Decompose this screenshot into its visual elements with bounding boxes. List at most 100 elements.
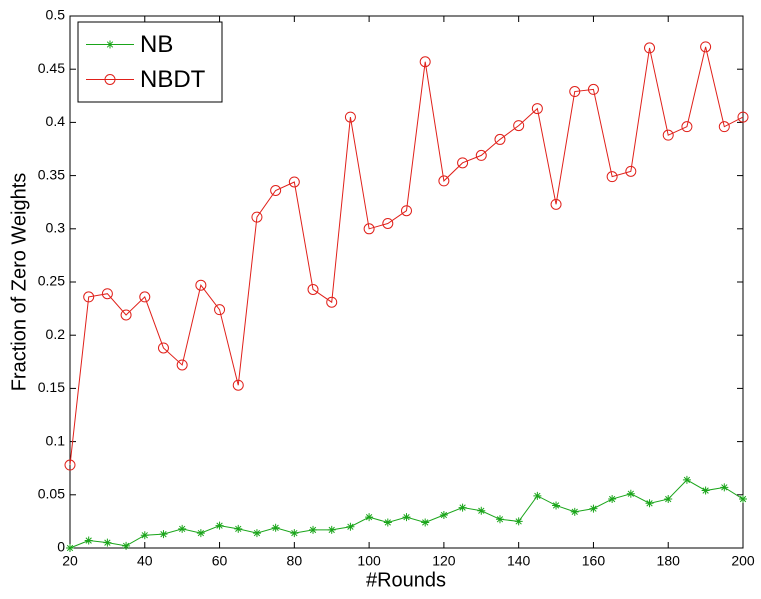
data-point [103, 538, 112, 547]
y-tick-label: 0.1 [46, 432, 66, 448]
x-tick-label: 40 [137, 553, 153, 569]
data-point [346, 522, 355, 531]
data-point [720, 483, 729, 492]
data-point [383, 518, 392, 527]
data-point [120, 309, 132, 321]
data-point [252, 529, 261, 538]
data-point [570, 507, 579, 516]
data-point [215, 521, 224, 530]
data-point [419, 56, 431, 68]
data-point [66, 544, 74, 552]
data-point [513, 120, 525, 132]
legend-marker [104, 74, 116, 85]
data-point [606, 171, 618, 183]
x-tick-label: 100 [357, 553, 381, 569]
data-point [232, 379, 244, 391]
data-point [718, 121, 730, 133]
data-point [644, 42, 656, 54]
data-point [458, 503, 467, 512]
data-point [84, 536, 93, 545]
data-point [457, 157, 469, 169]
data-point [83, 291, 95, 303]
data-point [122, 541, 131, 550]
data-point [681, 121, 693, 133]
series-line [69, 46, 744, 466]
x-tick-label: 120 [432, 553, 456, 569]
data-point [159, 530, 168, 539]
data-point [439, 511, 448, 520]
data-point [645, 499, 654, 508]
data-point [309, 525, 318, 534]
x-tick-label: 20 [62, 553, 78, 569]
y-tick-label: 0.2 [46, 326, 66, 342]
y-axis-label: Fraction of Zero Weights [8, 173, 30, 392]
data-point [438, 175, 450, 187]
data-point [531, 103, 543, 115]
data-point [682, 475, 691, 484]
data-point [270, 184, 282, 196]
x-tick-label: 200 [731, 553, 755, 569]
data-point [477, 506, 486, 515]
data-point [251, 211, 263, 223]
y-tick-label: 0 [57, 539, 65, 555]
x-tick-label: 160 [582, 553, 606, 569]
data-point [421, 518, 430, 527]
data-point [589, 504, 598, 513]
data-point [494, 133, 506, 145]
data-point [625, 165, 637, 177]
y-tick-label: 0.45 [38, 60, 65, 76]
data-point [307, 283, 319, 295]
y-tick-label: 0.05 [38, 486, 65, 502]
data-point [662, 129, 674, 141]
data-point [195, 279, 207, 291]
data-point [401, 205, 412, 217]
data-point [608, 495, 617, 504]
data-point [402, 513, 411, 522]
y-tick-label: 0.5 [46, 7, 66, 23]
data-point [326, 296, 338, 308]
data-point [363, 223, 375, 235]
data-point [176, 359, 188, 371]
data-point [587, 83, 599, 95]
data-point [533, 491, 542, 500]
x-tick-label: 140 [507, 553, 531, 569]
y-tick-label: 0.3 [46, 220, 66, 236]
data-point [196, 529, 205, 538]
data-point [288, 176, 300, 188]
legend-label: NBDT [140, 66, 206, 93]
data-point [344, 111, 356, 123]
data-point [327, 525, 336, 534]
y-tick-label: 0.25 [38, 273, 65, 289]
legend-label: NB [140, 31, 173, 58]
x-tick-label: 60 [212, 553, 228, 569]
data-point [552, 501, 561, 510]
data-point [139, 291, 151, 303]
data-point [140, 531, 149, 540]
data-point [626, 489, 635, 498]
data-point [475, 149, 487, 161]
data-point [569, 86, 581, 98]
data-point [700, 41, 712, 53]
data-point [737, 111, 749, 123]
data-point [701, 486, 710, 495]
data-point [178, 524, 187, 533]
legend-box [77, 21, 223, 103]
legend-marker [106, 40, 114, 49]
y-tick-label: 0.15 [38, 379, 65, 395]
data-point [64, 459, 76, 471]
data-point [495, 515, 504, 524]
x-tick-label: 80 [287, 553, 303, 569]
y-tick-label: 0.35 [38, 166, 65, 182]
plot-area [69, 15, 744, 549]
x-axis-label: #Rounds [366, 569, 446, 591]
data-point [739, 495, 747, 504]
data-point [214, 304, 226, 316]
data-point [550, 198, 562, 210]
x-tick-label: 180 [657, 553, 681, 569]
data-point [271, 523, 280, 532]
data-point [664, 495, 673, 504]
y-tick-label: 0.4 [46, 113, 66, 129]
data-point [514, 517, 523, 526]
